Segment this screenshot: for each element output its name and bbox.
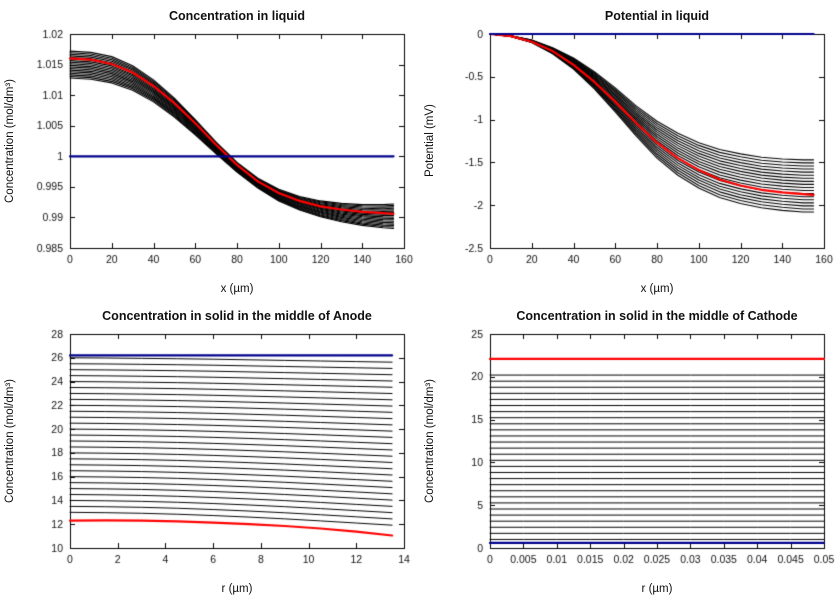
plot-potential-in-liquid: [420, 0, 840, 300]
y-axis-label: Concentration (mol/dm³): [424, 379, 436, 503]
x-axis-label: x (µm): [640, 283, 674, 295]
plot-concentration-solid-cathode: [420, 300, 840, 600]
y-axis-label: Potential (mV): [424, 104, 436, 178]
x-axis-label: r (µm): [221, 583, 253, 595]
x-axis-label: r (µm): [641, 583, 673, 595]
chart-title: Concentration in solid in the middle of …: [516, 309, 798, 323]
chart-title: Concentration in liquid: [168, 9, 306, 23]
chart-cell-solid-anode: Concentration in solid in the middle of …: [0, 300, 420, 600]
y-axis-label: Concentration (mol/dm³): [4, 79, 16, 203]
chart-title: Concentration in solid in the middle of …: [102, 309, 372, 323]
plot-concentration-in-liquid: [0, 0, 420, 300]
chart-cell-solid-cathode: Concentration in solid in the middle of …: [420, 300, 840, 600]
chart-title: Potential in liquid: [604, 9, 710, 23]
x-axis-label: x (µm): [220, 283, 254, 295]
plot-concentration-solid-anode: [0, 300, 420, 600]
chart-cell-concentration-liquid: Concentration in liquid Concentration (m…: [0, 0, 420, 300]
y-axis-label: Concentration (mol/dm³): [4, 379, 16, 503]
chart-cell-potential-liquid: Potential in liquid Potential (mV) x (µm…: [420, 0, 840, 300]
